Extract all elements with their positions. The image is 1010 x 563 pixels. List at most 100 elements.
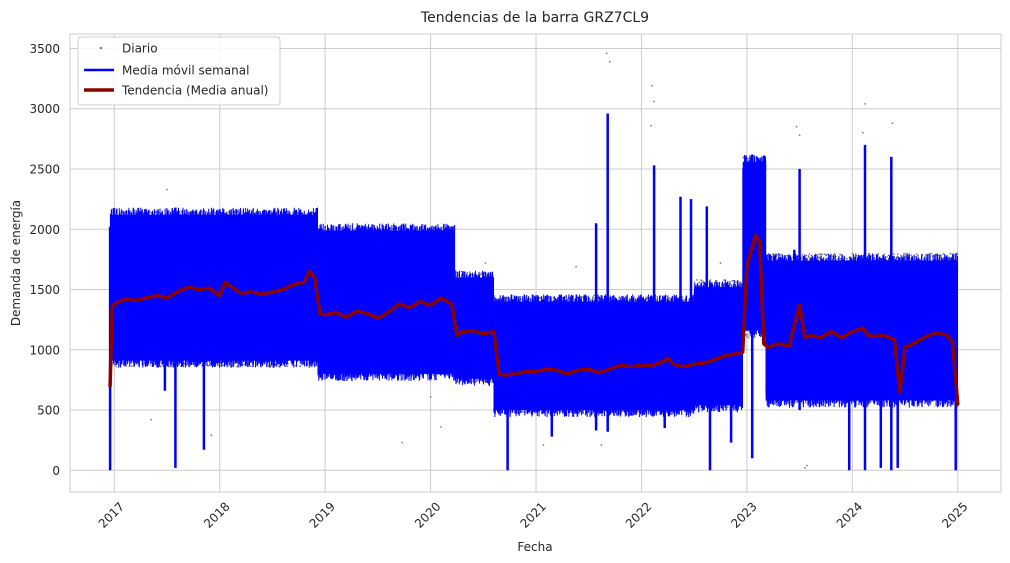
daily-point [806,464,808,467]
daily-point [115,365,118,368]
daily-point [785,254,787,257]
daily-point [608,60,611,63]
daily-point [897,253,899,256]
daily-point [651,84,653,87]
daily-point [729,282,732,285]
daily-point [821,253,823,255]
daily-point [575,265,577,268]
plot-data [108,52,960,471]
daily-point [149,364,152,366]
daily-point [539,297,542,299]
daily-point [877,252,879,255]
daily-point [506,296,508,299]
daily-point [581,295,583,298]
daily-point [910,254,913,257]
daily-point [906,252,909,255]
daily-point [749,334,752,337]
daily-point [401,441,403,444]
daily-point [917,254,919,257]
daily-point [292,211,294,214]
daily-point [440,426,442,428]
daily-point [698,281,700,284]
daily-point [731,280,733,282]
daily-point [432,374,434,376]
daily-point [818,253,821,256]
daily-point [776,254,778,256]
daily-point [745,335,748,338]
daily-point [886,256,888,258]
daily-point [805,254,808,257]
daily-point [956,253,959,255]
daily-point [872,254,875,256]
daily-point [207,364,210,367]
daily-point [668,297,671,299]
daily-point [316,373,319,376]
daily-point [864,103,866,105]
daily-point [891,122,894,125]
daily-point [729,281,731,283]
daily-point [808,256,810,258]
daily-point [903,252,905,255]
daily-point [781,253,783,256]
daily-point [723,279,725,281]
daily-point [700,279,702,282]
daily-point [210,434,213,437]
daily-point [479,273,482,276]
daily-point [779,254,782,256]
daily-point [474,381,477,383]
daily-point [839,253,842,256]
daily-point [801,254,804,256]
daily-point [169,365,172,368]
daily-point [933,254,936,256]
daily-point [284,365,287,368]
daily-point [715,280,718,282]
daily-point [855,254,858,257]
daily-point [942,253,945,255]
daily-point [904,255,907,258]
daily-point [681,296,684,298]
daily-point [839,257,842,260]
daily-point [823,253,826,256]
daily-point [183,362,186,365]
daily-point [846,257,848,260]
daily-point [429,395,432,398]
daily-point [480,272,483,275]
daily-point [159,365,162,368]
daily-point [804,467,806,469]
daily-point [817,257,820,259]
daily-point [896,255,899,258]
daily-point [521,410,524,412]
daily-point [851,252,854,255]
daily-point [150,418,153,421]
daily-point [353,228,355,231]
daily-point [734,281,737,283]
daily-point [646,298,649,300]
daily-point [299,365,302,368]
daily-point [600,444,603,446]
daily-point [893,253,895,256]
daily-point [753,335,756,337]
daily-point [466,272,469,274]
daily-point [593,294,595,297]
daily-point [469,271,471,273]
daily-point [747,333,749,336]
daily-point [131,365,133,367]
daily-point [801,255,804,258]
daily-point [808,253,811,255]
daily-point [237,210,239,213]
daily-point [904,253,907,256]
daily-point [278,365,280,368]
daily-point [833,252,836,255]
daily-point [484,262,487,264]
daily-point [149,211,151,213]
daily-point [217,364,220,367]
daily-point [742,156,745,159]
daily-point [795,125,798,128]
daily-point [312,363,315,366]
daily-point [605,52,608,55]
daily-point [949,252,952,255]
daily-point [240,213,243,216]
daily-point [592,297,594,299]
daily-point [529,297,531,300]
